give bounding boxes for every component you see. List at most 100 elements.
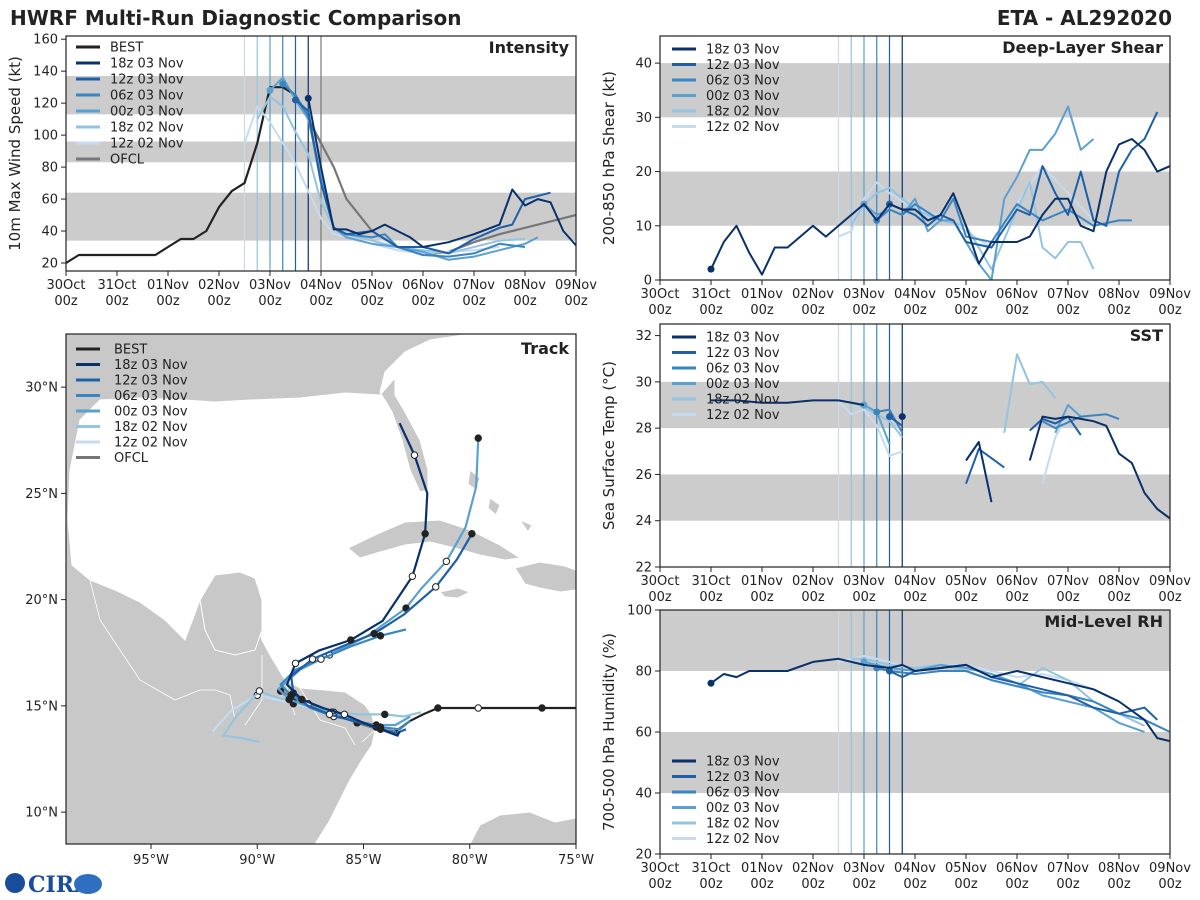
track-position-marker — [474, 434, 482, 442]
x-tick-date: 08Nov — [504, 278, 546, 293]
x-tick-hour: 00z — [801, 590, 825, 605]
series-line-18z-02-nov — [1003, 353, 1057, 433]
y-tick-label: 80 — [635, 665, 652, 680]
legend-label: 18z 03 Nov — [706, 43, 780, 58]
legend-label: 12z 02 Nov — [114, 436, 188, 451]
x-tick-hour: 00z — [954, 303, 978, 318]
x-tick-hour: 00z — [750, 590, 774, 605]
x-tick-hour: 00z — [105, 294, 129, 309]
series-line-06z-03-nov — [1042, 413, 1120, 430]
x-tick-hour: 00z — [1107, 877, 1131, 892]
rh-panel: 2040608010030Oct00z31Oct00z01Nov00z02Nov… — [600, 604, 1191, 893]
threshold-band — [660, 63, 1170, 118]
globe-icon — [5, 873, 25, 893]
legend-label: 18z 03 Nov — [706, 755, 780, 770]
legend-label: OFCL — [114, 451, 149, 466]
sst-panel: 22242628303230Oct00z31Oct00z01Nov00z02No… — [600, 323, 1191, 605]
legend-label: 00z 03 Nov — [706, 801, 780, 816]
x-tick-date: 30Oct — [640, 287, 679, 302]
y-tick-label: 24 — [635, 514, 652, 529]
series-line-18z-03-nov — [307, 98, 576, 248]
lat-tick-label: 30°N — [25, 381, 58, 396]
track-lines — [211, 422, 576, 744]
series-start-marker — [279, 80, 287, 88]
legend-label: 18z 03 Nov — [110, 57, 184, 72]
legend-label: 00z 03 Nov — [706, 89, 780, 104]
series-start-marker — [873, 408, 881, 416]
x-tick-hour: 00z — [207, 294, 231, 309]
legend-label: 06z 03 Nov — [110, 89, 184, 104]
y-tick-label: 120 — [33, 97, 58, 112]
series-line-06z-03-nov — [876, 197, 1132, 243]
y-tick-label: 10 — [635, 219, 652, 234]
series-start-marker — [898, 413, 906, 421]
series-line-12z-03-nov — [1029, 415, 1082, 436]
legend-label: 18z 02 Nov — [110, 121, 184, 136]
lon-tick-label: 80°W — [452, 853, 488, 868]
x-tick-date: 01Nov — [741, 287, 783, 302]
track-position-marker — [325, 710, 334, 719]
track-position-marker — [291, 659, 300, 668]
x-tick-hour: 00z — [648, 303, 672, 318]
y-tick-label: 80 — [41, 161, 58, 176]
legend-label: 12z 02 Nov — [706, 120, 780, 135]
x-tick-date: 04Nov — [894, 574, 936, 589]
series-line-06z-03-nov — [876, 667, 1170, 733]
panel-title: SST — [1130, 326, 1163, 345]
series-line-12z-02-nov — [838, 654, 1120, 703]
x-tick-date: 06Nov — [996, 574, 1038, 589]
x-tick-hour: 00z — [954, 877, 978, 892]
legend-label: 00z 03 Nov — [110, 105, 184, 120]
panel-title: Track — [521, 339, 569, 358]
legend-label: 00z 03 Nov — [114, 405, 188, 420]
y-tick-label: 40 — [635, 57, 652, 72]
track-frame — [65, 333, 577, 845]
series-line-00z-03-nov — [1054, 404, 1082, 434]
x-tick-hour: 00z — [903, 303, 927, 318]
y-tick-label: 160 — [33, 33, 58, 48]
x-tick-date: 08Nov — [1098, 574, 1140, 589]
track-position-marker — [255, 687, 264, 695]
series-start-marker — [304, 94, 312, 102]
panel-title: Intensity — [489, 38, 570, 57]
panel-title: Mid-Level RH — [1044, 612, 1163, 631]
series-line-12z-02-nov — [837, 399, 903, 457]
y-tick-label: 28 — [635, 422, 652, 437]
x-tick-hour: 00z — [411, 294, 435, 309]
x-tick-date: 01Nov — [741, 574, 783, 589]
track-position-marker — [434, 704, 442, 712]
x-tick-hour: 00z — [801, 877, 825, 892]
panel-title: Deep-Layer Shear — [1002, 38, 1163, 57]
x-tick-date: 03Nov — [843, 574, 885, 589]
series-start-marker — [266, 86, 274, 94]
cloud-icon — [74, 874, 102, 894]
y-tick-label: 0 — [644, 274, 652, 289]
x-tick-date: 05Nov — [351, 278, 393, 293]
x-tick-hour: 00z — [258, 294, 282, 309]
x-tick-hour: 00z — [1056, 303, 1080, 318]
y-tick-label: 140 — [33, 65, 58, 80]
y-axis-label: 200-850 hPa Shear (kt) — [600, 71, 618, 245]
track-position-marker — [370, 629, 378, 638]
x-tick-date: 06Nov — [402, 278, 444, 293]
track-position-marker — [347, 636, 355, 644]
y-tick-label: 26 — [635, 468, 652, 483]
x-tick-hour: 00z — [1056, 590, 1080, 605]
series-line-12z-02-nov — [1041, 413, 1069, 484]
yucatan-peninsula-land — [199, 571, 263, 656]
y-tick-label: 60 — [41, 193, 58, 208]
series-start-marker — [707, 265, 715, 273]
x-tick-date: 31Oct — [97, 278, 136, 293]
threshold-band — [660, 732, 1170, 793]
y-tick-label: 100 — [33, 129, 58, 144]
x-tick-date: 09Nov — [1149, 574, 1191, 589]
x-tick-date: 02Nov — [198, 278, 240, 293]
legend-label: 12z 03 Nov — [706, 770, 780, 785]
x-tick-hour: 00z — [156, 294, 180, 309]
x-tick-hour: 00z — [852, 590, 876, 605]
x-tick-date: 06Nov — [996, 287, 1038, 302]
track-position-marker — [381, 710, 389, 719]
track-position-marker — [340, 710, 349, 719]
x-tick-date: 31Oct — [691, 861, 730, 876]
x-tick-date: 08Nov — [1098, 861, 1140, 876]
